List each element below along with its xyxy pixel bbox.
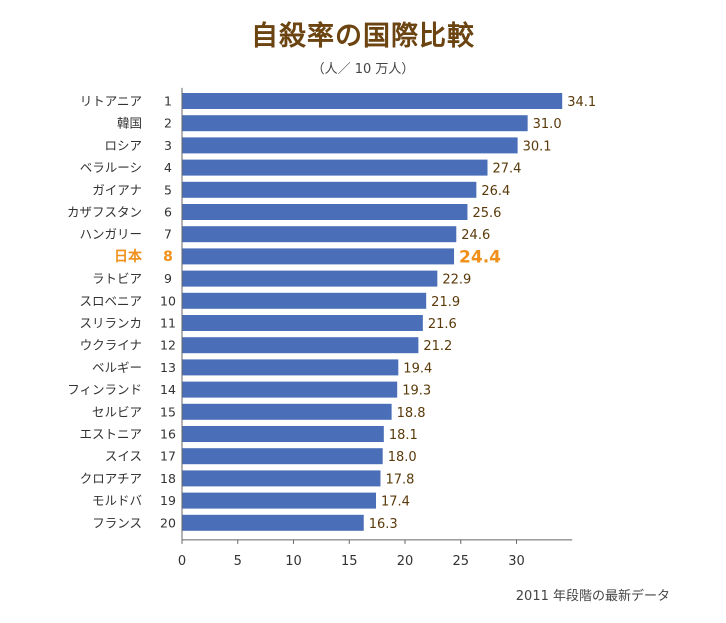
- bar-8: [182, 248, 455, 265]
- value-label: 18.8: [397, 406, 426, 421]
- value-label: 17.8: [385, 472, 414, 487]
- category-label: セルビア: [92, 404, 142, 419]
- value-label: 27.4: [493, 162, 522, 177]
- value-label: 21.9: [431, 295, 460, 310]
- value-label: 24.6: [461, 228, 490, 243]
- value-label: 18.1: [389, 428, 418, 443]
- rank-label: 17: [160, 449, 176, 464]
- category-label: カザフスタン: [67, 205, 142, 220]
- rank-label: 1: [164, 94, 172, 109]
- x-tick-label: 0: [178, 554, 186, 569]
- bar-11: [182, 315, 423, 331]
- category-label: ラトビア: [92, 271, 142, 286]
- value-label: 26.4: [481, 184, 510, 199]
- rank-label: 13: [160, 360, 176, 375]
- category-label: 日本: [114, 248, 143, 265]
- rank-label: 18: [160, 471, 176, 486]
- rank-label: 20: [160, 515, 176, 530]
- bar-1: [182, 93, 563, 109]
- bar-5: [182, 181, 477, 198]
- value-label: 21.6: [428, 317, 457, 332]
- rank-label: 4: [164, 160, 172, 175]
- chart-title: 自殺率の国際比較: [251, 21, 475, 52]
- rank-label: 15: [160, 404, 176, 419]
- value-label: 17.4: [381, 495, 410, 510]
- rank-label: 5: [164, 182, 172, 197]
- category-label: スイス: [105, 449, 142, 464]
- category-label: ベルギー: [92, 360, 142, 375]
- rank-label: 6: [164, 205, 172, 220]
- rank-label: 14: [160, 382, 176, 397]
- category-label: スロベニア: [79, 293, 142, 308]
- value-label: 16.3: [369, 517, 398, 532]
- rank-label: 12: [160, 338, 176, 353]
- category-label: エストニア: [79, 427, 142, 442]
- bar-14: [182, 381, 398, 398]
- value-label: 19.3: [402, 384, 431, 399]
- chart-subtitle: （人／ 10 万人）: [311, 62, 415, 77]
- value-label: 31.0: [533, 117, 562, 132]
- value-label: 30.1: [523, 139, 552, 154]
- value-label: 22.9: [442, 273, 471, 288]
- bar-18: [182, 470, 381, 487]
- bar-13: [182, 359, 399, 376]
- category-label: モルドバ: [92, 493, 142, 508]
- rank-label: 11: [160, 316, 176, 331]
- category-label: クロアチア: [80, 471, 142, 486]
- category-label: ハンガリー: [79, 227, 142, 242]
- rank-label: 10: [160, 293, 176, 308]
- rank-label: 7: [164, 227, 172, 242]
- rank-label: 9: [164, 271, 172, 286]
- rank-label: 16: [160, 427, 176, 442]
- value-label: 21.2: [423, 339, 452, 354]
- category-label: フィンランド: [67, 382, 142, 397]
- bar-15: [182, 403, 392, 420]
- bar-16: [182, 426, 384, 442]
- category-label: リトアニア: [80, 94, 142, 109]
- bar-12: [182, 337, 419, 354]
- category-label: ロシア: [104, 138, 142, 153]
- bar-17: [182, 448, 383, 465]
- x-tick-label: 15: [341, 554, 358, 569]
- category-label: フランス: [92, 515, 142, 530]
- value-label: 34.1: [567, 95, 596, 110]
- category-label: 韓国: [117, 116, 142, 131]
- value-label: 24.4: [459, 247, 501, 267]
- bar-9: [182, 270, 438, 287]
- x-tick-label: 5: [234, 554, 242, 569]
- rank-label: 2: [164, 116, 172, 131]
- value-label: 19.4: [403, 361, 432, 376]
- rank-label: 3: [164, 138, 172, 153]
- x-tick-label: 25: [452, 554, 469, 569]
- bar-4: [182, 159, 488, 176]
- category-label: ガイアナ: [92, 182, 142, 197]
- category-label: ウクライナ: [80, 338, 142, 353]
- category-label: ベラルーシ: [80, 160, 142, 175]
- bar-20: [182, 514, 364, 531]
- rank-label: 19: [160, 493, 176, 508]
- bar-19: [182, 492, 377, 509]
- x-tick-label: 20: [397, 554, 414, 569]
- x-tick-label: 10: [285, 554, 302, 569]
- category-label: スリランカ: [79, 316, 142, 331]
- footnote: 2011 年段階の最新データ: [515, 589, 670, 604]
- x-tick-label: 30: [508, 554, 525, 569]
- value-label: 18.0: [388, 450, 417, 465]
- bar-2: [182, 115, 528, 132]
- bar-10: [182, 292, 427, 309]
- value-label: 25.6: [472, 206, 501, 221]
- rank-label: 8: [163, 249, 173, 265]
- bar-3: [182, 137, 518, 154]
- bar-7: [182, 226, 457, 243]
- bar-6: [182, 204, 468, 220]
